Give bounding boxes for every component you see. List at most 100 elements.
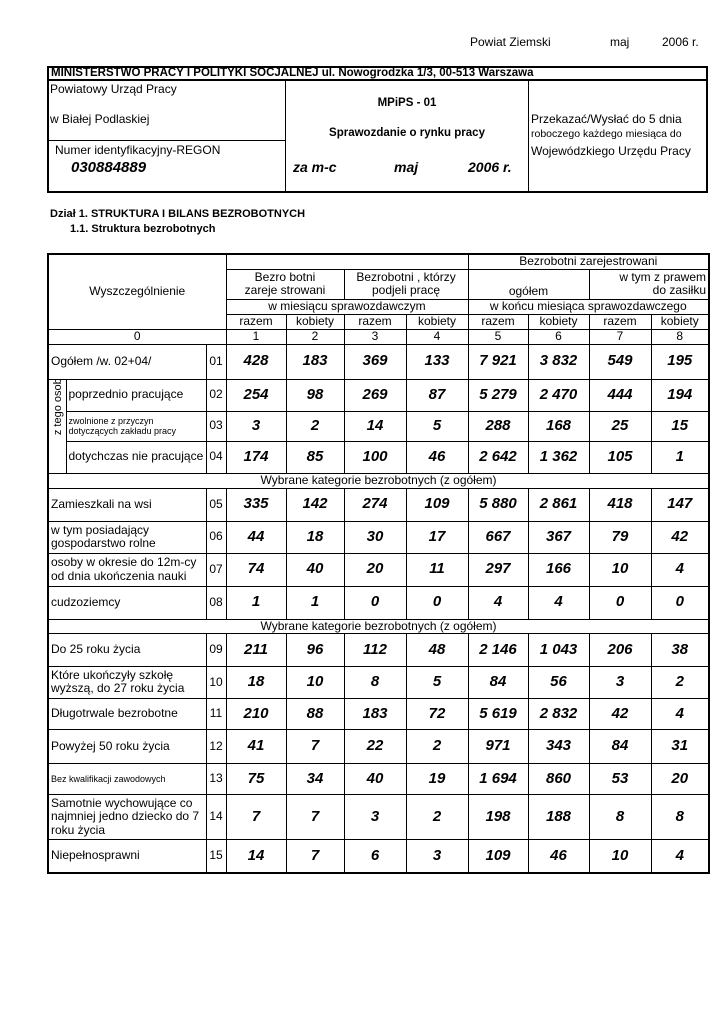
- sub-header: kobiety: [527, 313, 590, 330]
- column-number: 6: [527, 328, 590, 345]
- send-line: Wojewódzkiego Urzędu Pracy: [531, 144, 691, 158]
- value-cell: 1 362: [527, 440, 590, 474]
- table-row: Bez kwalifikacji zawodowych 13 75 34 40 19 1 6…: [47, 762, 710, 795]
- value-cell: 211: [225, 632, 287, 667]
- row-number: 03: [205, 410, 227, 442]
- value-cell: 1 694: [467, 762, 529, 795]
- value-cell: 198: [467, 793, 529, 840]
- table-row: Wyszczególnienie Bezrobotni zarejestrowan…: [47, 253, 710, 330]
- value-cell: 0: [588, 585, 652, 620]
- value-cell: 1: [225, 585, 287, 620]
- value-cell: 0: [405, 585, 469, 620]
- table-row: Wybrane kategorie bezrobotnych (z ogółem…: [47, 472, 710, 489]
- value-cell: 75: [225, 762, 287, 795]
- value-cell: 206: [588, 632, 652, 667]
- value-cell: 7: [285, 793, 345, 840]
- ministry-row: [47, 66, 708, 81]
- divider: [47, 140, 286, 141]
- row-number: 01: [205, 343, 227, 380]
- row-label: Ogółem /w. 02+04/: [47, 343, 207, 380]
- value-cell: 1: [650, 440, 710, 474]
- row-number: 14: [205, 793, 227, 840]
- table-row: cudzoziemcy 08 1 1 0 0 4 4 0 0: [47, 585, 710, 620]
- row-label: poprzednio pracujące: [65, 378, 207, 412]
- value-cell: 53: [588, 762, 652, 795]
- column-header: ogółem: [467, 268, 590, 300]
- row-label: osoby w okresie do 12m-cy od dnia ukończ…: [47, 552, 207, 587]
- form-code: MPiPS - 01: [377, 97, 437, 109]
- sub-header: razem: [467, 313, 529, 330]
- value-cell: 25: [588, 410, 652, 442]
- value-cell: 428: [225, 343, 287, 380]
- value-cell: 549: [588, 343, 652, 380]
- sub-header: razem: [343, 313, 407, 330]
- value-cell: 96: [285, 632, 345, 667]
- value-cell: 7: [285, 728, 345, 764]
- value-cell: 335: [225, 487, 287, 522]
- value-cell: 7: [225, 793, 287, 840]
- value-cell: 18: [225, 665, 287, 699]
- value-cell: 40: [285, 552, 345, 587]
- sub-header: kobiety: [650, 313, 710, 330]
- value-cell: 5 880: [467, 487, 529, 522]
- value-cell: 2 861: [527, 487, 590, 522]
- value-cell: 0: [343, 585, 407, 620]
- value-cell: 210: [225, 697, 287, 730]
- table-row: Które ukończyły szkołę wyższą, do 27 rok…: [47, 665, 710, 699]
- send-line: roboczego każdego miesiąca do: [531, 128, 682, 140]
- table-row: Bezro botni zareje strowani Bezrobotni , k…: [48, 268, 710, 300]
- row-number: 08: [205, 585, 227, 620]
- id-label: Numer identyfikacyjny-REGON: [55, 143, 221, 157]
- row-number: 13: [205, 762, 227, 795]
- value-cell: 42: [588, 697, 652, 730]
- value-cell: 3: [405, 838, 469, 874]
- row-number: 12: [205, 728, 227, 764]
- row-number: 07: [205, 552, 227, 587]
- value-cell: 0: [650, 585, 710, 620]
- value-cell: 195: [650, 343, 710, 380]
- group-header: Bezrobotni zarejestrowani: [467, 253, 710, 270]
- value-cell: 5 279: [467, 378, 529, 412]
- period-month: maj: [394, 159, 419, 175]
- value-cell: 667: [467, 520, 529, 554]
- column-header: Bezro botni zareje strowani: [225, 268, 345, 300]
- row-number: 10: [205, 665, 227, 699]
- value-cell: 188: [527, 793, 590, 840]
- value-cell: 46: [405, 440, 469, 474]
- row-number: 11: [205, 697, 227, 730]
- value-cell: 8: [343, 665, 407, 699]
- header-line: do zasiłku: [652, 283, 707, 297]
- value-cell: 174: [225, 440, 287, 474]
- row-number: 04: [205, 440, 227, 474]
- office-city: w Białej Podlaskiej: [50, 112, 150, 126]
- table-row: Samotnie wychowujące co najmniej jedno d…: [47, 793, 710, 840]
- value-cell: 8: [650, 793, 710, 840]
- column-header: Bezrobotni , którzy podjeli pracę: [343, 268, 469, 300]
- row-number: 02: [205, 378, 227, 412]
- subsection-title: 1.1. Struktura bezrobotnych: [70, 223, 216, 235]
- office-name: Powiatowy Urząd Pracy: [50, 82, 177, 96]
- table-row: razem kobiety razem kobiety razem kobiety raze…: [48, 313, 710, 330]
- value-cell: 1: [285, 585, 345, 620]
- value-cell: 48: [405, 632, 469, 667]
- value-cell: 100: [343, 440, 407, 474]
- column-number: 8: [650, 328, 710, 345]
- row-label: Długotrwale bezrobotne: [47, 697, 207, 730]
- value-cell: 10: [285, 665, 345, 699]
- value-cell: 183: [343, 697, 407, 730]
- value-cell: 3: [343, 793, 407, 840]
- value-cell: 22: [343, 728, 407, 764]
- value-cell: 4: [650, 838, 710, 874]
- row-label: cudzoziemcy: [47, 585, 207, 620]
- column-number: 2: [285, 328, 345, 345]
- value-cell: 4: [527, 585, 590, 620]
- value-cell: 5 619: [467, 697, 529, 730]
- form-column: [285, 80, 529, 193]
- column-number: 1: [225, 328, 287, 345]
- row-label: dotychczas nie pracujące: [65, 440, 207, 474]
- value-cell: 79: [588, 520, 652, 554]
- value-cell: 2: [405, 728, 469, 764]
- value-cell: 183: [285, 343, 345, 380]
- value-cell: 46: [527, 838, 590, 874]
- value-cell: 14: [343, 410, 407, 442]
